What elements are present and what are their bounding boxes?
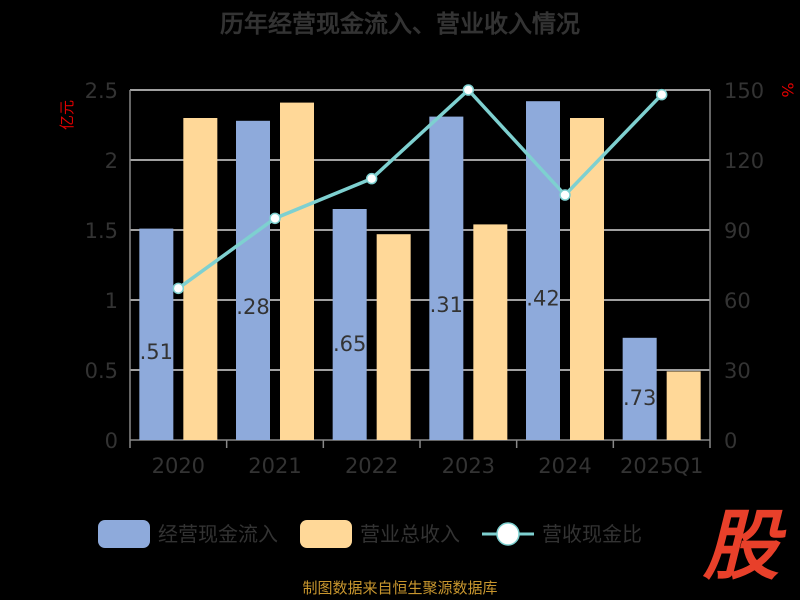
bar-total-revenue	[570, 118, 604, 440]
bar-total-revenue	[666, 371, 701, 440]
ratio-line	[177, 87, 663, 290]
bar-cash-inflow	[622, 337, 657, 440]
legend-swatch-cash-inflow	[98, 520, 150, 548]
bar-cash-inflow	[139, 228, 174, 440]
bar-total-revenue	[280, 102, 314, 440]
y-left-tick-label: 0	[105, 429, 118, 453]
ratio-point	[462, 84, 475, 96]
legend-label: 营业总收入	[360, 522, 460, 546]
bar-total-revenue	[376, 234, 411, 440]
ratio-point	[172, 282, 185, 295]
ratio-point	[559, 189, 571, 201]
x-tick-label: 2020	[152, 454, 205, 478]
left-axis-unit: 亿元	[58, 100, 76, 130]
ratio-point	[365, 172, 378, 185]
bar-total-revenue	[473, 224, 508, 440]
legend-label: 经营现金流入	[158, 522, 278, 546]
x-tick-label: 2024	[538, 454, 591, 478]
bar-cash-inflow	[429, 116, 464, 440]
y-right-tick-label: 30	[724, 359, 751, 383]
y-right-tick-label: 120	[724, 149, 764, 173]
plot-area: 0 0.5 1 1.5 2 2.5 0 30 60 90 120 150 2020 2021 2022 202…	[85, 79, 764, 548]
bar-cash-inflow	[236, 120, 270, 441]
bar-cash-inflow	[526, 101, 560, 440]
y-right-tick-label: 90	[724, 219, 751, 243]
y-left-tick-label: 0.5	[85, 359, 118, 383]
bar-data-label: .42	[526, 287, 559, 311]
chart-title: 历年经营现金流入、营业收入情况	[220, 10, 580, 38]
y-left-tick-label: 2.5	[85, 79, 118, 103]
bar-data-label: .31	[430, 293, 463, 317]
y-left-tick-label: 2	[105, 149, 118, 173]
bar-data-label: .73	[623, 386, 656, 410]
legend-swatch-total-revenue	[300, 520, 352, 548]
brand-stamp: 股	[703, 501, 779, 590]
footer-source: 制图数据来自恒生聚源数据库	[302, 579, 497, 597]
x-tick-label: 2021	[248, 454, 301, 478]
legend-label: 营收现金比	[542, 522, 642, 546]
ratio-point	[269, 212, 281, 225]
y-left-tick-label: 1.5	[85, 219, 118, 243]
legend-swatch-marker	[496, 522, 520, 546]
x-tick-label: 2025Q1	[620, 454, 703, 478]
ratio-point	[655, 88, 668, 101]
y-right-tick-label: 150	[724, 79, 764, 103]
right-axis-unit: %	[778, 82, 797, 97]
y-right-tick-label: 60	[724, 289, 751, 313]
x-tick-label: 2023	[442, 454, 495, 478]
y-right-tick-label: 0	[724, 429, 737, 453]
bar-data-label: .51	[140, 340, 173, 364]
bar-data-label: .28	[236, 295, 269, 319]
bar-cash-inflow	[332, 209, 367, 440]
y-left-tick-label: 1	[105, 289, 118, 313]
x-tick-label: 2022	[345, 454, 398, 478]
bar-data-label: .65	[333, 332, 366, 356]
